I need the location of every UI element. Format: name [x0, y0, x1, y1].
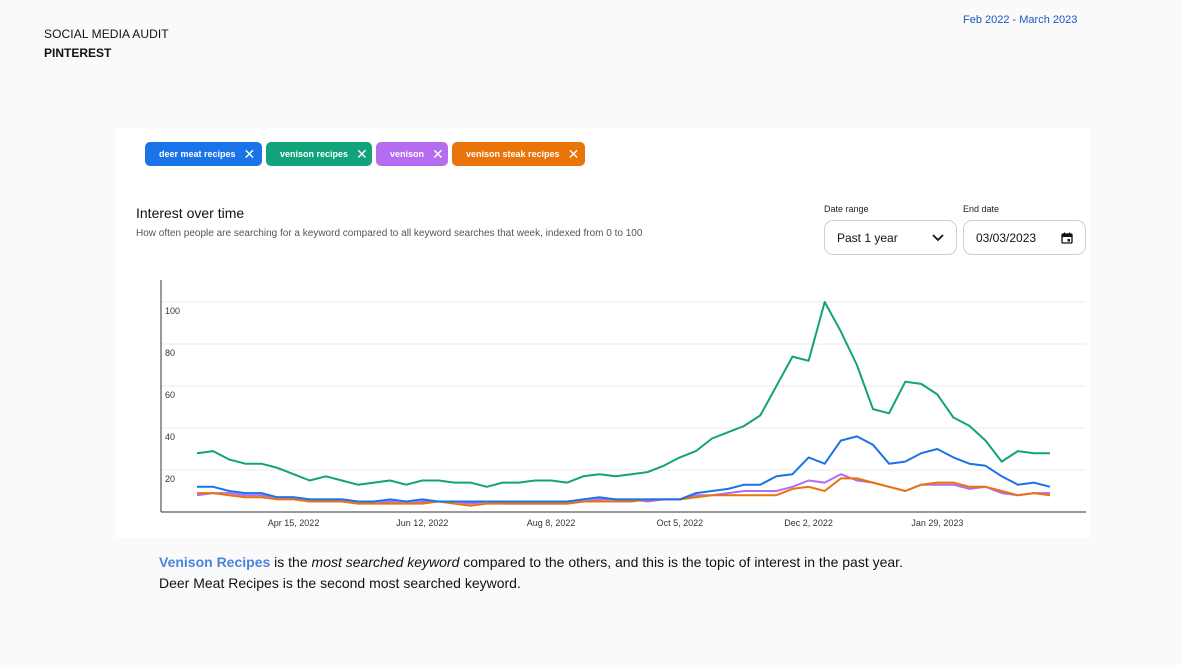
x-tick-label: Jun 12, 2022 [396, 518, 448, 528]
end-date-label: End date [963, 204, 1000, 214]
close-icon[interactable]: ✕ [432, 146, 444, 162]
keyword-chip-venison-recipes[interactable]: venison recipes ✕ [266, 142, 372, 166]
x-tick-label: Aug 8, 2022 [527, 518, 576, 528]
series-line-deer-meat-recipes [197, 435, 1051, 503]
caption-line2: Deer Meat Recipes is the second most sea… [159, 575, 521, 591]
keyword-chip-venison-steak-recipes[interactable]: venison steak recipes ✕ [452, 142, 585, 166]
chart-title: Interest over time [136, 205, 245, 221]
end-date-value: 03/03/2023 [976, 230, 1037, 245]
series-line-venison-steak-recipes [197, 477, 1051, 507]
keyword-chip-label: deer meat recipes [159, 149, 236, 159]
caption: Venison Recipes is the most searched key… [159, 552, 903, 594]
y-tick-label: 20 [165, 474, 175, 484]
keyword-chip-deer-meat-recipes[interactable]: deer meat recipes ✕ [145, 142, 262, 166]
keyword-chip-venison[interactable]: venison ✕ [376, 142, 448, 166]
caption-highlight: Venison Recipes [159, 554, 271, 570]
date-span: Feb 2022 - March 2023 [963, 14, 1078, 26]
keyword-chip-label: venison steak recipes [466, 149, 560, 159]
close-icon[interactable]: ✕ [356, 146, 368, 162]
x-tick-label: Dec 2, 2022 [784, 518, 833, 528]
page-subtitle: PINTEREST [44, 46, 112, 60]
end-date-input[interactable]: 03/03/2023 [963, 220, 1086, 255]
calendar-icon[interactable] [1061, 232, 1073, 244]
date-range-value: Past 1 year [837, 230, 898, 245]
y-tick-label: 80 [165, 348, 175, 358]
page-title: SOCIAL MEDIA AUDIT [44, 27, 169, 41]
x-tick-label: Oct 5, 2022 [657, 518, 704, 528]
y-tick-label: 40 [165, 432, 175, 442]
close-icon[interactable]: ✕ [243, 146, 256, 162]
x-tick-label: Jan 29, 2023 [911, 518, 963, 528]
x-tick-label: Apr 15, 2022 [268, 518, 320, 528]
caption-part2: compared to the others, and this is the … [459, 554, 903, 570]
date-range-select[interactable]: Past 1 year [824, 220, 957, 255]
caption-emphasis: most searched keyword [311, 554, 460, 570]
y-tick-label: 60 [165, 390, 175, 400]
chevron-down-icon [932, 233, 944, 241]
keyword-chip-label: venison [390, 149, 425, 159]
chart-subtitle: How often people are searching for a key… [136, 228, 643, 239]
caption-part1: is the [270, 554, 312, 570]
date-range-label: Date range [824, 204, 869, 214]
close-icon[interactable]: ✕ [567, 146, 580, 162]
y-tick-label: 100 [165, 306, 180, 316]
keyword-chip-label: venison recipes [280, 149, 349, 159]
series-line-venison-recipes [196, 301, 1050, 488]
